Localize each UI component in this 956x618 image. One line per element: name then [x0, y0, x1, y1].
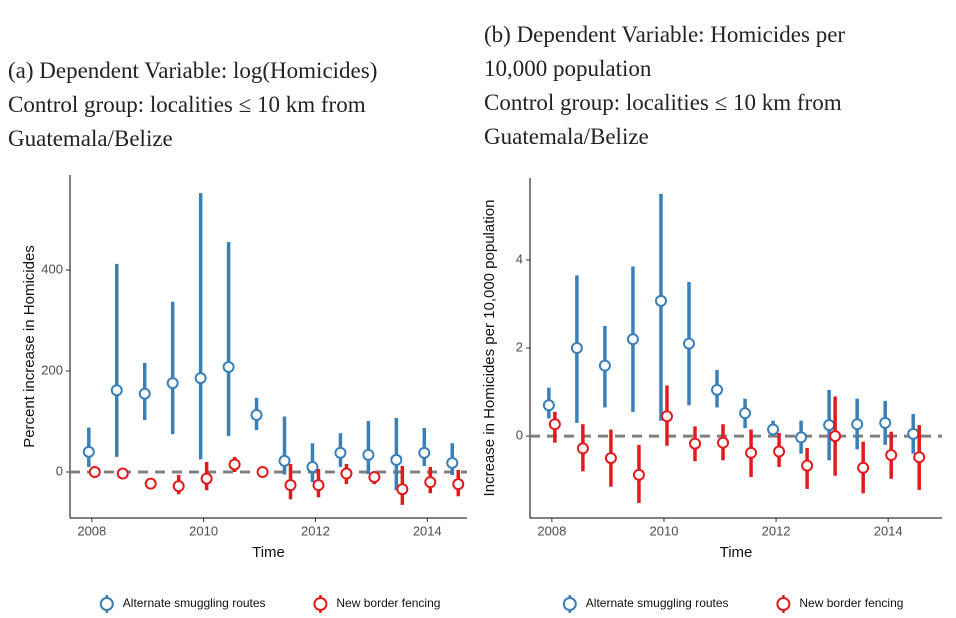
point — [688, 437, 701, 450]
legend-marker — [99, 597, 114, 611]
y-tick-label: 4 — [516, 251, 523, 266]
point — [334, 446, 347, 459]
point — [200, 472, 213, 485]
point — [682, 337, 695, 350]
point — [604, 452, 617, 465]
point — [660, 410, 673, 423]
legend-marker — [313, 597, 328, 611]
legend-marker — [562, 597, 577, 611]
x-tick-label: 2012 — [301, 523, 330, 538]
panel-title: (a) Dependent Variable: log(Homicides) — [8, 58, 377, 83]
y-tick-label: 400 — [41, 261, 63, 276]
point — [885, 449, 898, 462]
point — [851, 418, 864, 431]
y-tick-label: 2 — [516, 339, 523, 354]
x-tick-label: 2014 — [874, 523, 903, 538]
legend-label: Alternate smuggling routes — [123, 596, 266, 610]
x-axis-title: Time — [252, 544, 285, 561]
point — [312, 479, 325, 492]
point — [654, 294, 667, 307]
point — [711, 383, 724, 396]
point — [278, 454, 291, 467]
point — [907, 427, 920, 440]
y-tick-label: 200 — [41, 362, 63, 377]
y-tick-label: 0 — [56, 463, 63, 478]
point — [396, 483, 409, 496]
point — [576, 442, 589, 455]
panel-title: (b) Dependent Variable: Homicides per — [484, 22, 845, 47]
point — [745, 446, 758, 459]
point — [879, 416, 892, 429]
point — [194, 372, 207, 385]
point — [418, 446, 431, 459]
panel-subtitle: Guatemala/Belize — [484, 124, 649, 149]
legend-marker — [776, 597, 791, 611]
point — [570, 342, 583, 354]
point — [340, 467, 353, 480]
x-tick-label: 2010 — [189, 523, 218, 538]
point — [857, 461, 870, 474]
point — [424, 476, 437, 489]
point — [362, 448, 375, 461]
point — [368, 471, 381, 484]
panel-subtitle: Control group: localities ≤ 10 km from — [484, 90, 842, 115]
point — [542, 399, 555, 412]
point — [801, 459, 814, 472]
legend-label: New border fencing — [799, 596, 903, 610]
panel-subtitle: Control group: localities ≤ 10 km from — [8, 92, 366, 117]
point — [598, 359, 611, 372]
point — [144, 477, 157, 490]
point — [222, 360, 235, 373]
point — [913, 451, 926, 464]
x-axis-title: Time — [720, 544, 753, 561]
point — [116, 467, 129, 480]
legend-label: Alternate smuggling routes — [586, 596, 729, 610]
point — [548, 418, 561, 431]
y-tick-label: 0 — [516, 428, 523, 443]
x-tick-label: 2008 — [537, 523, 566, 538]
point — [138, 387, 151, 400]
point — [284, 479, 297, 492]
point — [632, 468, 645, 481]
point — [452, 478, 465, 491]
point — [390, 453, 403, 466]
point — [88, 466, 101, 479]
x-tick-label: 2012 — [762, 523, 791, 538]
point — [717, 436, 730, 449]
point — [823, 419, 836, 432]
point — [306, 460, 319, 473]
point — [739, 407, 752, 420]
point — [166, 377, 179, 390]
point — [446, 456, 459, 469]
x-tick-label: 2008 — [77, 523, 106, 538]
panel-title: 10,000 population — [484, 56, 652, 81]
y-axis-title: Increase in Homicides per 10,000 populat… — [481, 200, 498, 497]
point — [767, 423, 780, 436]
x-tick-label: 2010 — [650, 523, 679, 538]
x-tick-label: 2014 — [413, 523, 442, 538]
y-axis-title: Percent increase in Homicides — [21, 245, 38, 448]
point — [110, 384, 123, 397]
point — [626, 333, 639, 346]
legend-label: New border fencing — [336, 596, 440, 610]
point — [256, 466, 269, 479]
panel-subtitle: Guatemala/Belize — [8, 126, 173, 151]
point — [172, 480, 185, 493]
point — [250, 408, 263, 421]
point — [795, 431, 808, 444]
point — [82, 445, 95, 458]
point — [228, 458, 241, 471]
point — [829, 430, 842, 443]
point — [773, 445, 786, 458]
